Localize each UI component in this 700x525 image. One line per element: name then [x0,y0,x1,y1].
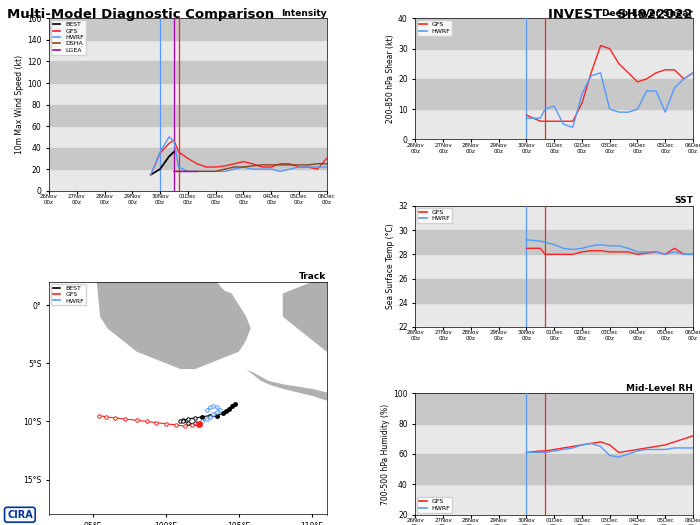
Polygon shape [136,235,224,328]
Bar [415,394,693,424]
Bar [415,454,693,484]
Text: Deep-Layer Shear: Deep-Layer Shear [602,8,693,18]
Legend: GFS, HWRF: GFS, HWRF [417,497,452,512]
Bar [49,18,327,40]
Bar [49,104,327,126]
Legend: GFS, HWRF: GFS, HWRF [417,208,452,223]
Polygon shape [93,241,251,369]
Polygon shape [458,299,524,346]
Bar [49,148,327,169]
Polygon shape [283,282,421,363]
Legend: BEST, GFS, HWRF, DSHA, LGEA: BEST, GFS, HWRF, DSHA, LGEA [51,20,86,55]
Y-axis label: 10m Max Wind Speed (kt): 10m Max Wind Speed (kt) [15,55,24,154]
Bar [415,79,693,109]
Y-axis label: 700-500 hPa Humidity (%): 700-500 hPa Humidity (%) [382,403,391,505]
Bar [415,279,693,303]
Text: Intensity: Intensity [281,8,327,18]
Text: INVEST - SH922022: INVEST - SH922022 [548,8,693,21]
Bar [49,61,327,83]
Y-axis label: Sea Surface Temp (°C): Sea Surface Temp (°C) [386,224,395,309]
Text: Track: Track [300,272,327,281]
Polygon shape [246,369,334,401]
Text: SST: SST [674,196,693,205]
Text: Mid-Level RH: Mid-Level RH [626,384,693,393]
Legend: GFS, HWRF: GFS, HWRF [417,20,452,36]
Legend: BEST, GFS, HWRF: BEST, GFS, HWRF [51,284,86,306]
Y-axis label: 200-850 hPa Shear (kt): 200-850 hPa Shear (kt) [386,35,395,123]
Bar [415,18,693,49]
Bar [415,230,693,254]
Text: Multi-Model Diagnostic Comparison: Multi-Model Diagnostic Comparison [7,8,274,21]
Text: CIRA: CIRA [7,510,33,520]
